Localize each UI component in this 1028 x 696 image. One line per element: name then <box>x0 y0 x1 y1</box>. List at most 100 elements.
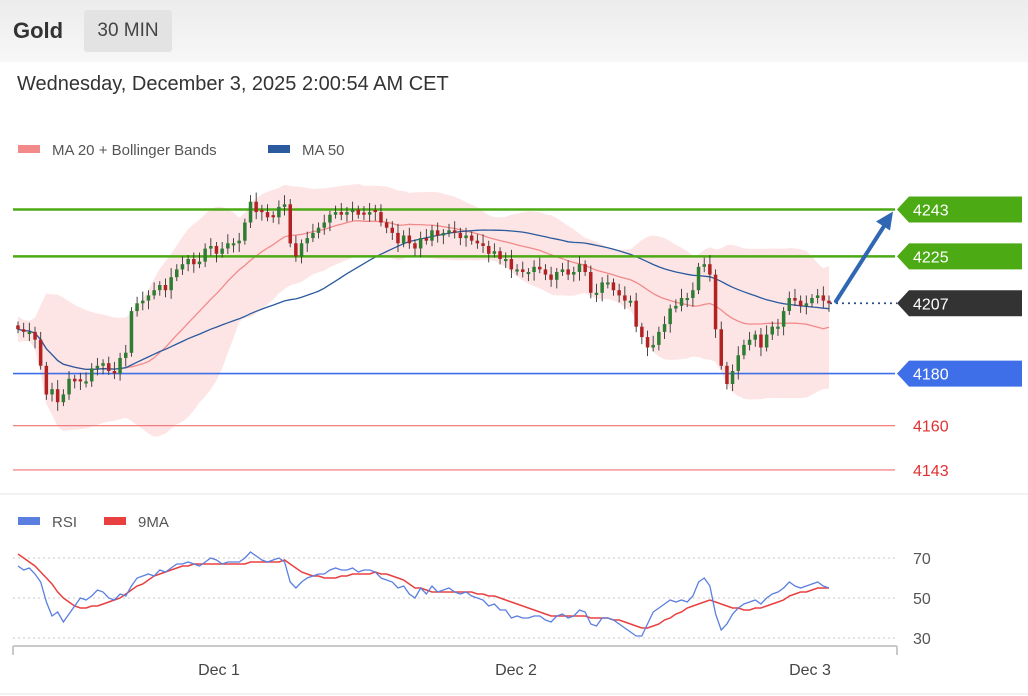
candle-body <box>430 230 434 241</box>
legend-label-ma50: MA 50 <box>302 142 345 159</box>
rsi-panel: 70 50 30 <box>13 551 931 648</box>
candle-body <box>764 334 769 348</box>
candle-body <box>78 379 83 382</box>
candle-body <box>350 209 355 213</box>
candle-body <box>725 365 729 384</box>
x-axis: Dec 1 Dec 2 Dec 3 <box>12 645 898 679</box>
legend-swatch-9ma <box>104 517 126 525</box>
candle-body <box>192 259 196 265</box>
candle-body <box>753 334 757 340</box>
candle-body <box>452 230 457 233</box>
candle-body <box>214 246 219 254</box>
candle-body <box>237 240 241 244</box>
candle-body <box>231 243 236 246</box>
level-label: 4243 <box>913 202 949 219</box>
forecast-arrow-shaft <box>834 219 889 304</box>
rsi-reference-label: 70 <box>913 551 931 568</box>
candle-body <box>407 235 412 244</box>
candle-body <box>719 329 723 366</box>
candle-body <box>163 285 168 291</box>
candle-body <box>441 232 446 236</box>
candle-body <box>333 212 338 215</box>
candle-body <box>294 243 298 257</box>
price-levels <box>13 208 897 471</box>
level-label: 4207 <box>913 296 949 313</box>
candle-body <box>401 235 406 244</box>
level-tag <box>897 196 1022 223</box>
candle-body <box>713 274 718 330</box>
candle-body <box>27 331 32 334</box>
candle-body <box>611 282 616 291</box>
legend-swatch-ma20 <box>18 145 40 153</box>
candle-body <box>107 363 111 371</box>
candle-body <box>821 295 826 301</box>
candle-body <box>589 272 593 293</box>
candle-body <box>623 295 627 301</box>
candle-body <box>141 300 145 304</box>
level-tag <box>897 360 1022 387</box>
candle-body <box>21 329 26 332</box>
candle-body <box>186 259 190 265</box>
legend-label-rsi: RSI <box>52 514 77 531</box>
candle-body <box>180 264 185 270</box>
candle-body <box>265 212 270 218</box>
candle-body <box>804 303 809 306</box>
candle-body <box>657 331 661 345</box>
candle-body <box>572 272 576 275</box>
candle-body <box>158 285 162 291</box>
bollinger-band-area <box>18 184 829 437</box>
legend-label-ma20: MA 20 + Bollinger Bands <box>52 142 217 159</box>
candle-body <box>322 222 326 228</box>
candle-body <box>67 378 71 395</box>
candle-body <box>112 371 117 374</box>
rsi-9ma-line <box>17 553 829 629</box>
candle-body <box>243 222 247 241</box>
candle-body <box>38 339 43 366</box>
level-tag <box>897 290 1022 317</box>
candle-body <box>118 358 122 374</box>
candle-body <box>645 337 650 348</box>
candle-body <box>566 269 570 275</box>
timeframe-badge[interactable]: 30 MIN <box>84 10 172 52</box>
candle-body <box>770 326 774 335</box>
legend-swatch-ma50 <box>268 145 290 153</box>
rsi-legend: RSI 9MA <box>18 514 169 531</box>
x-tick-label: Dec 1 <box>198 662 240 679</box>
legend-label-9ma: 9MA <box>138 514 169 531</box>
candle-body <box>282 204 287 207</box>
candle-body <box>515 269 519 272</box>
candle-body <box>606 282 610 285</box>
candle-body <box>498 251 502 259</box>
candle-body <box>702 264 706 267</box>
candle-body <box>674 305 678 309</box>
candle-body <box>447 230 451 233</box>
candle-body <box>424 238 429 241</box>
candle-body <box>203 248 207 262</box>
candle-body <box>95 365 100 369</box>
bollinger-band <box>18 184 829 437</box>
candle-body <box>538 266 542 270</box>
candle-body <box>396 232 400 244</box>
candle-body <box>583 264 587 272</box>
candle-body <box>175 269 179 278</box>
candle-body <box>277 206 281 218</box>
candle-body <box>787 298 791 311</box>
candle-body <box>16 325 20 330</box>
level-label: 4225 <box>913 249 949 266</box>
candle-body <box>435 230 440 236</box>
candle-body <box>418 238 423 249</box>
candle-body <box>55 389 60 403</box>
candle-body <box>226 243 230 249</box>
candle-body <box>339 212 343 215</box>
candle-body <box>509 259 514 270</box>
candle-body <box>640 326 644 338</box>
candle-body <box>129 311 134 353</box>
candle-body <box>90 368 94 382</box>
candle-body <box>475 240 480 244</box>
candle-body <box>577 264 582 272</box>
level-label: 4143 <box>913 463 949 480</box>
instrument-name: Gold <box>13 18 64 43</box>
legend-swatch-rsi <box>18 517 40 525</box>
candle-body <box>742 344 746 356</box>
candle-body <box>708 264 712 275</box>
